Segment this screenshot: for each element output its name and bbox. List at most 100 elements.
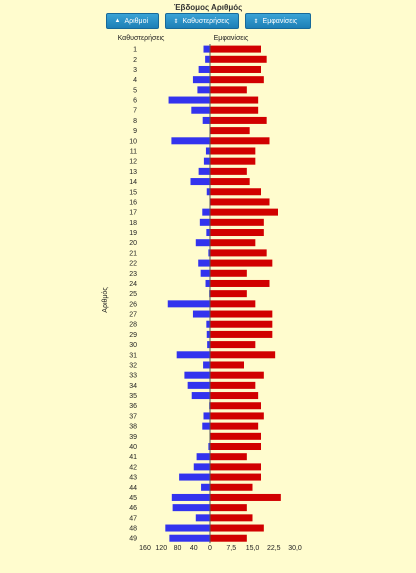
appearance-bar — [210, 473, 261, 481]
x-left-tick-label: 40 — [190, 545, 198, 552]
appearance-bar — [210, 188, 261, 196]
delay-bar — [198, 167, 210, 175]
appearance-bar — [210, 45, 261, 53]
delay-bar — [167, 300, 210, 308]
appearance-bar — [210, 106, 259, 114]
delay-bar — [191, 392, 210, 400]
appearance-bar — [210, 412, 264, 420]
delay-bar — [201, 483, 210, 491]
delay-bar — [193, 463, 210, 471]
y-axis-label: Αριθμός — [101, 287, 109, 313]
delay-bar — [208, 443, 210, 451]
delay-bar — [203, 157, 210, 165]
category-label: 3 — [133, 67, 137, 74]
appearance-bar — [210, 392, 259, 400]
category-label: 29 — [129, 332, 137, 339]
category-label: 16 — [129, 199, 137, 206]
appearance-bar — [210, 493, 281, 501]
category-label: 31 — [129, 352, 137, 359]
delay-bar — [187, 381, 210, 389]
appearance-bar — [210, 534, 247, 542]
category-label: 24 — [129, 281, 137, 288]
appearance-bar — [210, 524, 264, 532]
delay-bar — [190, 178, 210, 186]
category-label: 26 — [129, 301, 137, 308]
delay-bar — [199, 218, 210, 226]
appearance-bar — [210, 422, 259, 430]
delay-bar — [198, 65, 210, 73]
appearance-bar — [210, 463, 261, 471]
delay-bar — [192, 76, 210, 84]
delay-bar — [206, 188, 210, 196]
right-header: Εμφανίσεις — [214, 34, 249, 42]
category-label: 21 — [129, 250, 137, 257]
x-left-tick-label: 80 — [174, 545, 182, 552]
appearance-bar — [210, 443, 261, 451]
sort-numbers-button[interactable]: ▲ Αριθμοί — [105, 13, 159, 29]
appearance-bar — [210, 330, 273, 338]
delay-bar — [184, 371, 210, 379]
category-label: 10 — [129, 138, 137, 145]
delay-bar — [202, 208, 210, 216]
delay-bar — [206, 229, 210, 237]
appearance-bar — [210, 86, 247, 94]
category-label: 17 — [129, 210, 137, 217]
category-label: 5 — [133, 87, 137, 94]
category-label: 39 — [129, 434, 137, 441]
appearance-bar — [210, 229, 264, 237]
delay-bar — [202, 116, 210, 124]
category-label: 28 — [129, 322, 137, 329]
delay-bar — [171, 137, 210, 145]
appearance-bar — [210, 116, 267, 124]
appearance-bar — [210, 290, 247, 298]
appearance-bar — [210, 55, 267, 63]
delay-bar — [208, 249, 210, 257]
category-label: 47 — [129, 515, 137, 522]
appearance-bar — [210, 483, 253, 491]
delay-bar — [195, 514, 210, 522]
category-label: 22 — [129, 261, 137, 268]
delay-bar — [197, 86, 210, 94]
appearance-bar — [210, 300, 256, 308]
category-label: 27 — [129, 312, 137, 319]
appearance-bar — [210, 157, 256, 165]
delay-bar — [207, 341, 210, 349]
appearance-bar — [210, 198, 270, 206]
sort-updown-icon: ⇕ — [173, 18, 179, 25]
appearance-bar — [210, 269, 247, 277]
sort-toolbar: ▲ Αριθμοί ⇕ Καθυστερήσεις ⇕ Εμφανίσεις — [0, 13, 416, 29]
delay-bar — [192, 310, 210, 318]
sort-delays-button[interactable]: ⇕ Καθυστερήσεις — [164, 13, 239, 29]
category-label: 18 — [129, 220, 137, 227]
x-right-tick-label: 30,0 — [288, 545, 302, 552]
appearance-bar — [210, 96, 259, 104]
delay-bar — [179, 473, 210, 481]
sort-appearances-button[interactable]: ⇕ Εμφανίσεις — [244, 13, 311, 29]
appearance-bar — [210, 147, 256, 155]
appearance-bar — [210, 279, 270, 287]
x-right-tick-label: 7,5 — [226, 545, 236, 552]
category-label: 30 — [129, 342, 137, 349]
category-label: 20 — [129, 240, 137, 247]
category-label: 46 — [129, 505, 137, 512]
category-label: 41 — [129, 454, 137, 461]
delay-bar — [205, 147, 210, 155]
category-label: 6 — [133, 98, 137, 105]
category-label: 38 — [129, 424, 137, 431]
category-label: 19 — [129, 230, 137, 237]
category-label: 1 — [133, 47, 137, 54]
delay-bar — [195, 239, 210, 247]
category-label: 33 — [129, 373, 137, 380]
sort-updown-icon: ⇕ — [253, 18, 259, 25]
category-label: 23 — [129, 271, 137, 278]
category-label: 45 — [129, 495, 137, 502]
category-label: 12 — [129, 159, 137, 166]
appearance-bar — [210, 259, 273, 267]
appearance-bar — [210, 239, 256, 247]
category-label: 40 — [129, 444, 137, 451]
appearance-bar — [210, 514, 253, 522]
delay-bar — [168, 96, 210, 104]
sort-numbers-label: Αριθμοί — [124, 17, 149, 25]
delay-bar — [205, 55, 210, 63]
